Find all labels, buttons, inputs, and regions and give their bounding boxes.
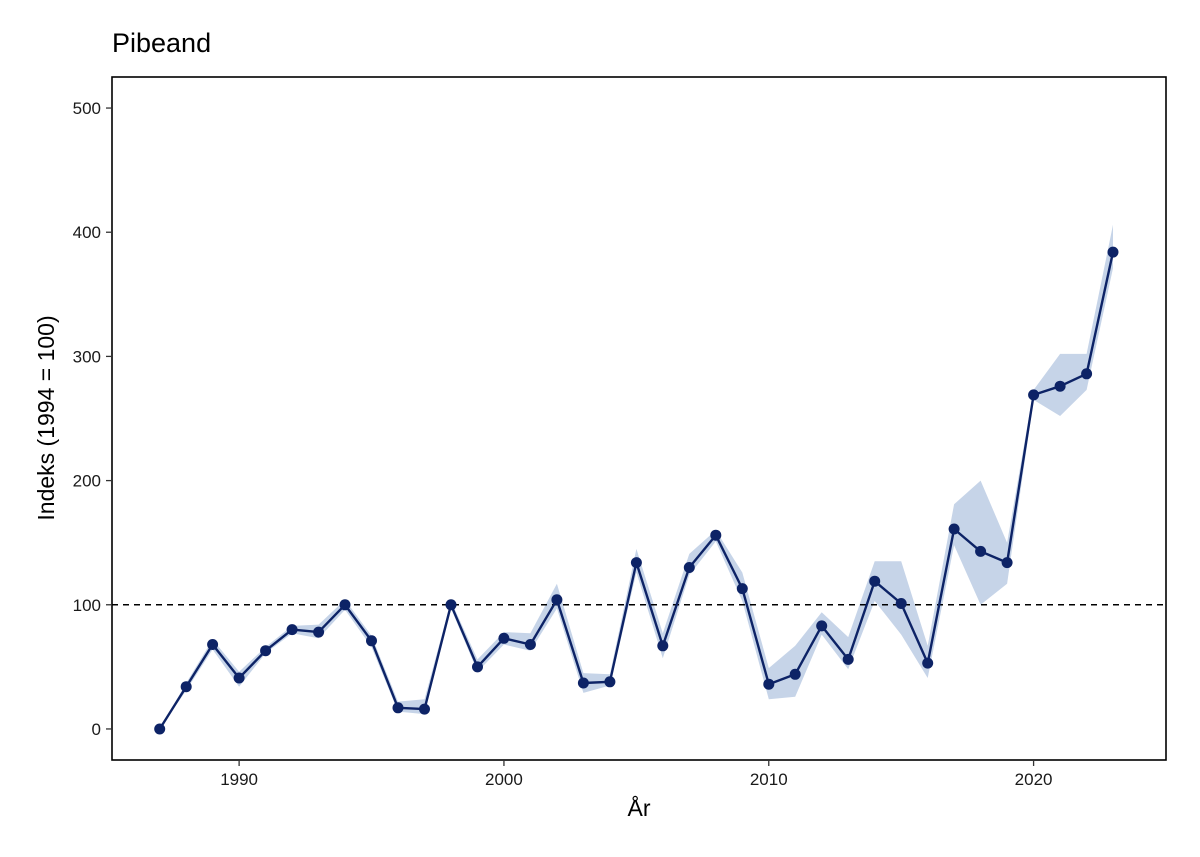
data-point-2014 [869,575,881,587]
data-point-2011 [789,668,801,680]
data-point-2001 [524,639,536,650]
data-point-1996 [392,702,404,714]
data-point-2022 [1081,368,1093,380]
data-point-1987 [154,723,166,735]
data-point-2009 [736,583,748,595]
data-point-1998 [445,599,457,611]
x-axis-title: År [628,794,651,821]
data-point-2002 [551,594,563,606]
data-point-2020 [1028,389,1040,401]
data-point-2019 [1001,557,1013,569]
data-point-1994 [339,599,351,611]
data-point-1988 [180,681,192,693]
confidence-band [159,224,1113,730]
data-point-2007 [683,562,695,573]
data-point-2008 [710,529,722,541]
data-point-1990 [233,672,245,684]
y-tick-label: 300 [73,347,101,366]
x-tick-label: 2000 [485,770,523,789]
data-point-2010 [763,678,775,690]
data-point-1993 [313,626,325,638]
data-point-layer [154,246,1119,735]
plot-panel-border [111,76,1167,761]
y-tick-label: 500 [73,99,101,118]
confidence-band-layer [159,224,1113,730]
data-point-2004 [604,676,616,688]
y-tick-label: 400 [73,223,101,242]
data-point-1999 [472,661,483,673]
data-point-1991 [260,645,272,657]
data-point-2016 [922,657,934,669]
data-point-2005 [630,557,642,569]
x-tick-label: 2020 [1015,770,1053,789]
y-axis-title: Indeks (1994 = 100) [33,315,59,520]
y-tick-label: 0 [92,720,101,739]
y-tick-label: 200 [73,472,101,491]
data-point-2006 [657,640,669,652]
x-axis-ticks: 1990 2000 2010 2020 [220,760,1053,789]
data-point-2012 [816,620,828,632]
data-point-2000 [498,632,510,644]
data-point-2015 [895,598,907,609]
data-point-2018 [975,545,987,557]
chart-title: Pibeand [112,28,212,58]
x-tick-label: 1990 [220,770,258,789]
data-point-2023 [1107,246,1119,258]
data-point-2017 [948,523,960,535]
data-point-1997 [419,703,430,715]
y-axis-ticks: 0 100 200 300 400 500 [73,99,112,739]
data-point-1992 [286,624,298,636]
data-point-2021 [1054,380,1066,392]
data-point-2003 [577,677,589,689]
y-tick-label: 100 [73,596,101,615]
x-tick-label: 2010 [750,770,788,789]
data-point-1989 [207,639,219,650]
data-point-2013 [842,653,854,665]
data-point-1995 [366,635,377,647]
